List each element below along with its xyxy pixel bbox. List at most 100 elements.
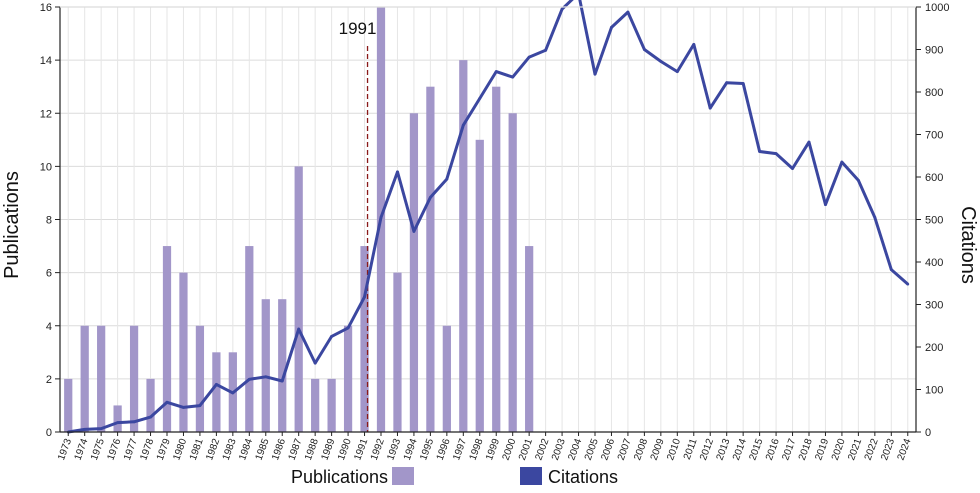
- x-tick-label: 2005: [583, 437, 601, 462]
- point-citations-2001: [527, 55, 531, 59]
- point-citations-2019: [824, 203, 827, 207]
- x-tick-label: 2021: [846, 437, 864, 462]
- x-tick-label: 2020: [830, 437, 848, 462]
- bar-publications-1991: [360, 246, 369, 432]
- x-tick-label: 1985: [254, 437, 272, 462]
- y-tick-label-right: 500: [925, 215, 943, 227]
- x-tick-label: 1997: [451, 437, 469, 462]
- legend-swatch-citations: [520, 467, 542, 485]
- point-citations-2007: [626, 10, 630, 14]
- point-citations-2000: [511, 75, 515, 79]
- x-tick-label: 1978: [138, 437, 156, 462]
- right-y-tick-labels: 0 100 200 300 400 500 600 700 800 900 1000: [916, 2, 949, 439]
- bar-publications-1997: [459, 60, 468, 432]
- y-tick-label-right: 0: [925, 427, 931, 439]
- bar-publications-1973: [64, 378, 73, 432]
- point-citations-1994: [412, 230, 416, 233]
- y-tick-label-left: 0: [46, 427, 52, 439]
- x-tick-label: 1988: [303, 437, 321, 462]
- x-tick-label: 2017: [780, 437, 798, 462]
- point-citations-1984: [247, 377, 251, 381]
- y-axis-label-left: Publications: [1, 171, 23, 279]
- line-citations: [67, 0, 909, 434]
- y-tick-label-left: 2: [46, 374, 52, 386]
- bar-publications-1989: [327, 378, 336, 432]
- y-tick-label-right: 800: [925, 87, 943, 99]
- x-tick-label: 1983: [221, 437, 239, 462]
- bar-publications-1993: [393, 272, 402, 432]
- legend-label-citations: Citations: [548, 467, 618, 487]
- x-tick-label: 1982: [204, 437, 222, 462]
- bar-publications-2000: [508, 113, 517, 432]
- bar-publications-1975: [97, 325, 106, 432]
- point-citations-2023: [889, 268, 893, 272]
- x-tick-label: 2002: [533, 437, 551, 462]
- point-citations-1977: [132, 420, 136, 424]
- x-tick-label: 1981: [188, 437, 206, 462]
- bar-publications-1980: [179, 272, 188, 432]
- point-citations-2014: [741, 82, 745, 85]
- y-tick-label-left: 16: [40, 2, 52, 14]
- bar-publications-1994: [409, 113, 419, 432]
- point-citations-1996: [445, 177, 449, 181]
- point-citations-1989: [330, 334, 334, 338]
- point-citations-2010: [675, 70, 679, 73]
- point-citations-2009: [659, 60, 663, 63]
- publications-bars: [64, 7, 534, 432]
- point-citations-2016: [774, 152, 778, 156]
- y-tick-label-right: 400: [925, 257, 943, 269]
- y-tick-label-right: 200: [925, 342, 943, 354]
- point-citations-1995: [428, 196, 432, 199]
- x-tick-label: 1987: [287, 437, 305, 462]
- bar-publications-1999: [492, 86, 501, 432]
- x-tick-label: 2016: [764, 437, 782, 462]
- x-tick-label: 2019: [813, 437, 831, 462]
- point-citations-1985: [264, 375, 268, 379]
- y-tick-label-left: 4: [46, 321, 52, 333]
- bar-publications-1981: [195, 325, 205, 432]
- x-tick-label: 1992: [369, 437, 387, 462]
- y-tick-label-right: 700: [925, 130, 943, 142]
- x-tick-label: 2010: [665, 437, 683, 462]
- x-tick-label: 2004: [566, 437, 584, 462]
- x-tick-label: 2022: [863, 437, 881, 462]
- y-tick-label-left: 14: [40, 55, 52, 67]
- point-citations-2018: [807, 140, 811, 144]
- bar-publications-1987: [294, 166, 303, 432]
- x-tick-label: 2012: [698, 437, 716, 462]
- point-citations-1976: [116, 421, 120, 425]
- x-tick-label: 1991: [352, 437, 370, 462]
- bar-publications-1988: [311, 378, 320, 432]
- point-citations-1999: [494, 70, 498, 73]
- bar-publications-1978: [146, 378, 155, 432]
- point-citations-2015: [758, 150, 762, 153]
- point-citations-2017: [791, 167, 794, 170]
- x-tick-label: 1990: [336, 437, 354, 462]
- point-citations-2020: [840, 160, 844, 164]
- point-citations-2003: [560, 7, 564, 11]
- bar-publications-1979: [162, 246, 172, 432]
- point-citations-2011: [692, 43, 696, 46]
- point-citations-1974: [83, 428, 87, 431]
- point-citations-2008: [642, 48, 646, 51]
- x-tick-label: 2018: [797, 437, 815, 462]
- x-tick-label: 2023: [879, 437, 897, 462]
- bar-publications-1986: [278, 299, 287, 432]
- point-citations-1991: [363, 295, 366, 299]
- x-tick-label: 1998: [468, 437, 486, 462]
- point-citations-2012: [708, 106, 712, 110]
- point-citations-1992: [379, 215, 383, 219]
- x-tick-label: 1973: [56, 437, 74, 462]
- x-tick-label: 2011: [682, 437, 700, 461]
- x-tick-label: 2006: [599, 437, 617, 462]
- point-citations-1979: [165, 400, 169, 404]
- left-y-tick-labels: 0 2 4 6 8 10 12 14 16: [40, 2, 60, 439]
- bar-publications-1998: [475, 139, 484, 432]
- point-citations-2005: [593, 72, 597, 76]
- point-citations-2022: [873, 215, 877, 219]
- point-citations-1990: [346, 326, 350, 330]
- x-tick-label: 1984: [237, 437, 255, 462]
- bar-publications-1976: [113, 405, 122, 432]
- bar-publications-1977: [129, 325, 139, 432]
